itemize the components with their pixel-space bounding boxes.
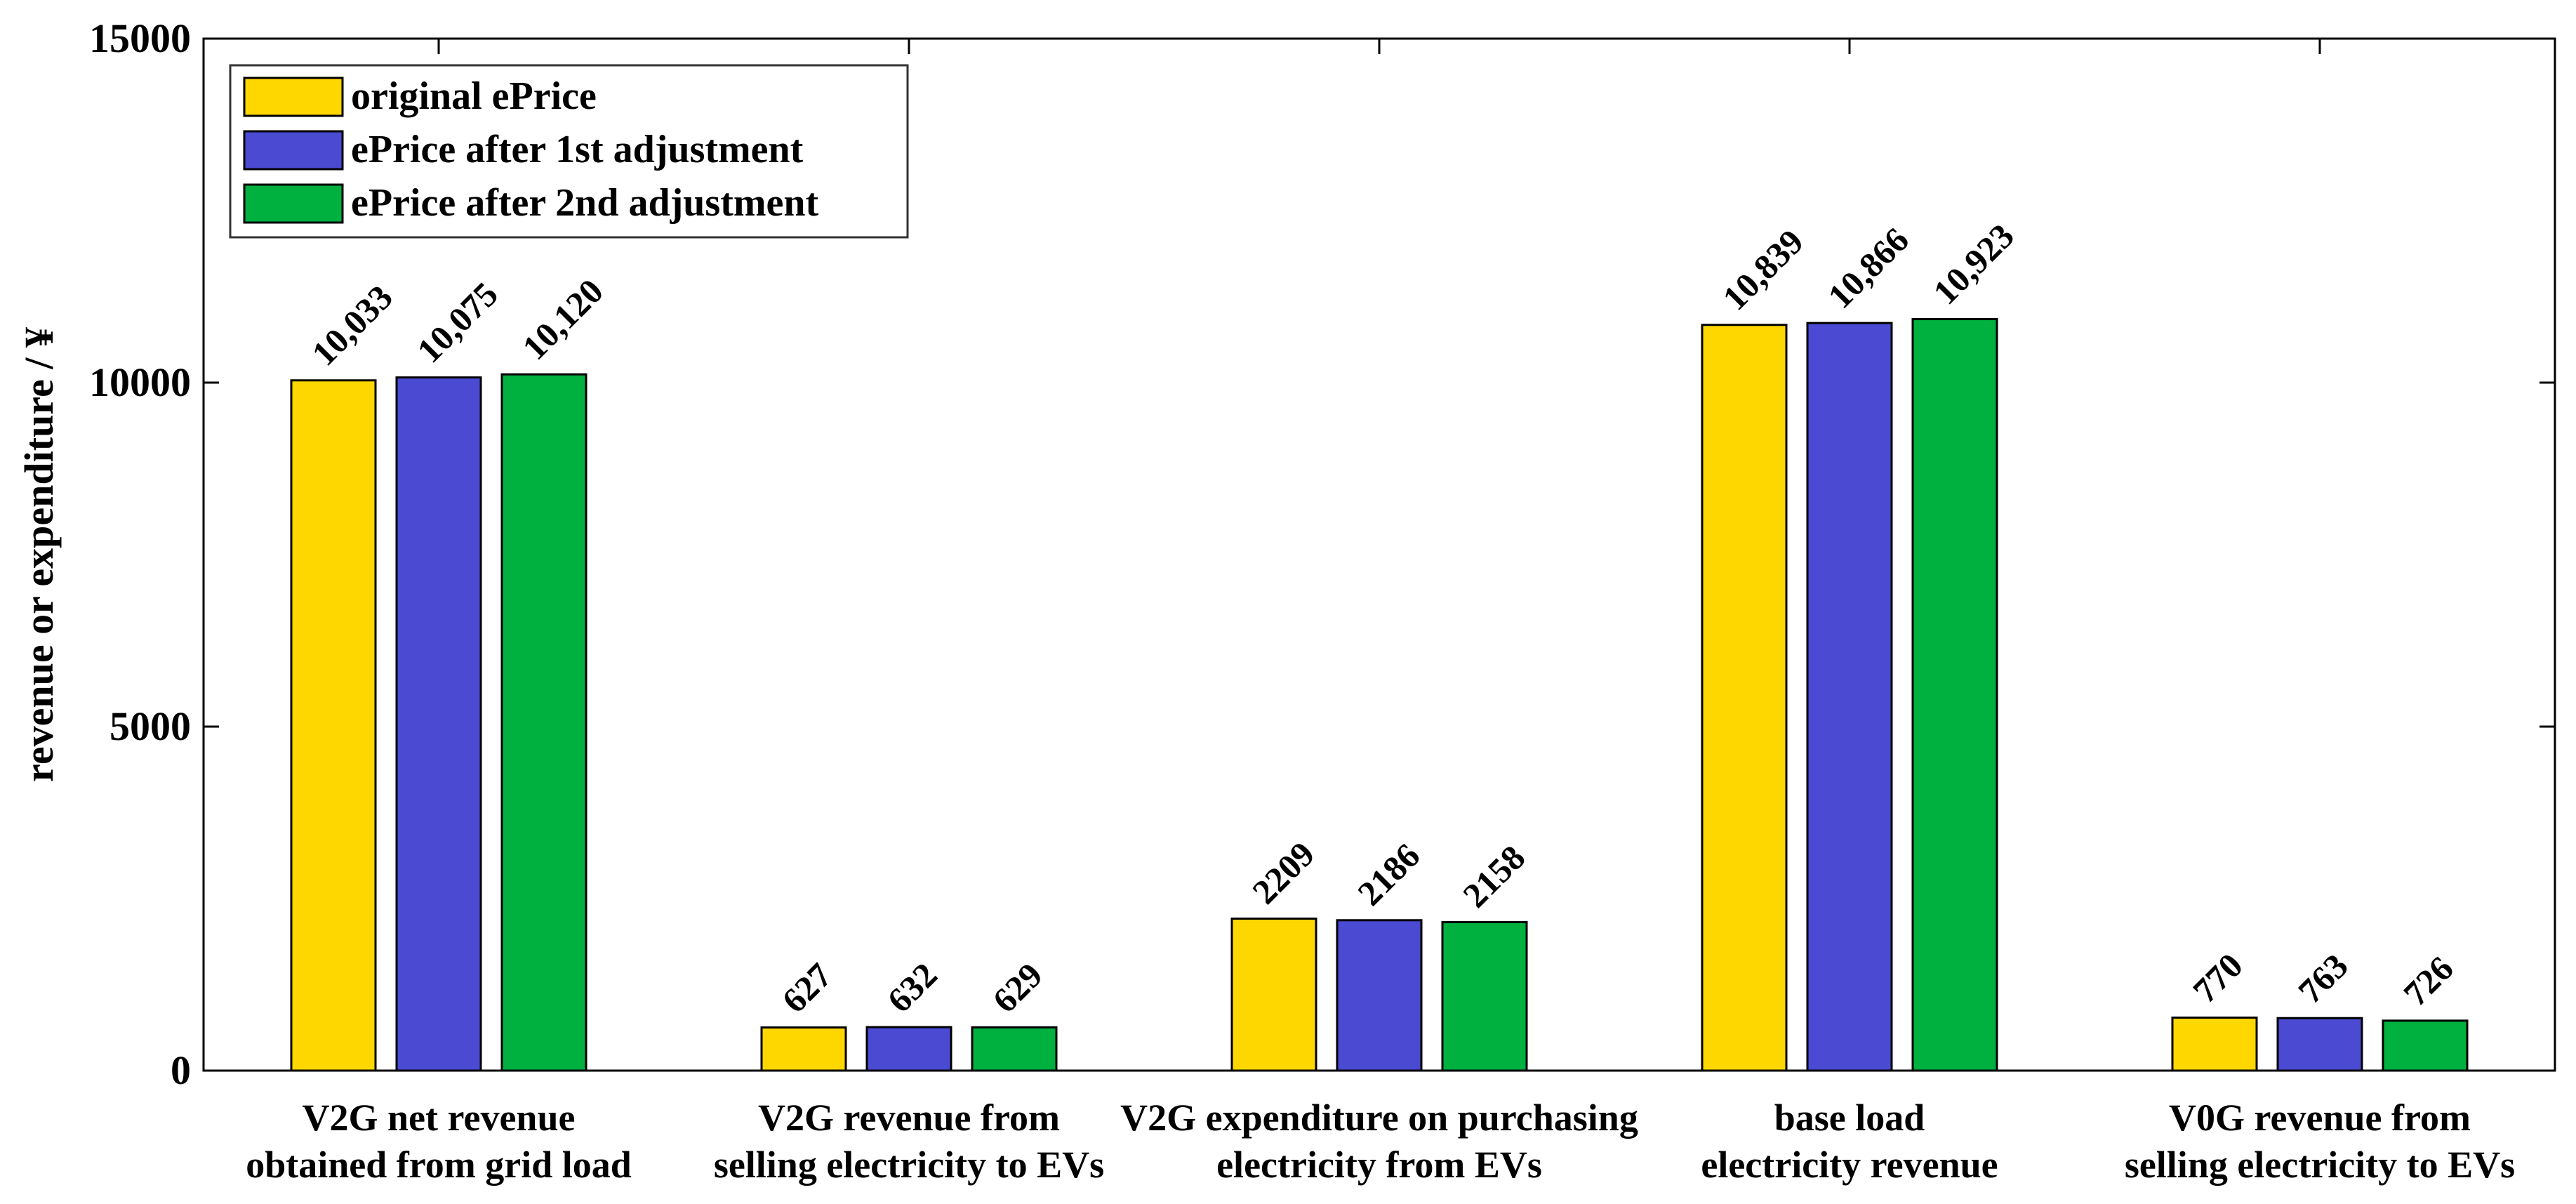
bar[interactable] <box>1701 324 1788 1072</box>
x-category-label: base load <box>1774 1097 1925 1139</box>
y-tick-label: 10000 <box>89 359 191 405</box>
y-tick-label: 15000 <box>89 15 191 61</box>
bar-value-label: 629 <box>985 955 1050 1021</box>
x-category-label: electricity from EVs <box>1216 1144 1542 1186</box>
bar-value-label: 10,839 <box>1715 222 1811 318</box>
legend-entry-label: original ePrice <box>351 74 597 118</box>
bar[interactable] <box>1336 919 1423 1072</box>
bar-value-label: 2158 <box>1455 838 1532 915</box>
x-category-label: selling electricity to EVs <box>2125 1144 2515 1186</box>
legend-entry-label: ePrice after 1st adjustment <box>351 128 804 171</box>
x-category-label: V0G revenue from <box>2169 1097 2471 1139</box>
bar-value-label: 10,923 <box>1925 216 2021 312</box>
bar[interactable] <box>1230 918 1317 1072</box>
bar[interactable] <box>971 1026 1058 1072</box>
bar-value-label: 2209 <box>1244 834 1322 911</box>
bar-value-label: 632 <box>879 955 945 1020</box>
legend-swatch <box>243 130 344 171</box>
bar[interactable] <box>395 376 482 1072</box>
bar[interactable] <box>865 1026 952 1072</box>
bar[interactable] <box>2171 1017 2258 1072</box>
legend-swatch <box>243 183 344 224</box>
bar-value-label: 770 <box>2185 946 2250 1011</box>
bar[interactable] <box>2276 1017 2363 1072</box>
bar[interactable] <box>760 1026 847 1072</box>
bar-value-label: 627 <box>774 955 839 1021</box>
y-tick-label: 0 <box>171 1047 191 1093</box>
x-category-label: electricity revenue <box>1701 1144 1998 1186</box>
bar-value-label: 10,033 <box>304 277 400 373</box>
x-category-label: V2G revenue from <box>758 1097 1060 1139</box>
bar-value-label: 10,075 <box>409 274 505 371</box>
bar[interactable] <box>1441 921 1528 1072</box>
bar[interactable] <box>500 373 587 1072</box>
bar-value-label: 763 <box>2290 946 2356 1011</box>
y-axis-label: revenue or expenditure / ¥ <box>16 327 62 782</box>
x-category-label: obtained from grid load <box>246 1144 632 1186</box>
bar-value-label: 10,120 <box>514 271 611 367</box>
bar-value-label: 2186 <box>1350 835 1427 913</box>
bar-value-label: 10,866 <box>1820 220 1916 316</box>
bar[interactable] <box>1911 318 1998 1072</box>
x-category-label: V2G net revenue <box>303 1097 576 1139</box>
x-category-label: V2G expenditure on purchasing <box>1120 1097 1638 1139</box>
y-tick-label: 5000 <box>109 703 191 749</box>
bar[interactable] <box>1806 322 1893 1072</box>
bar[interactable] <box>2382 1019 2469 1072</box>
legend-swatch <box>243 77 344 117</box>
x-category-label: selling electricity to EVs <box>714 1144 1104 1186</box>
bar[interactable] <box>290 379 377 1072</box>
legend-entry-label: ePrice after 2nd adjustment <box>351 181 819 225</box>
bar-value-label: 726 <box>2396 948 2461 1014</box>
